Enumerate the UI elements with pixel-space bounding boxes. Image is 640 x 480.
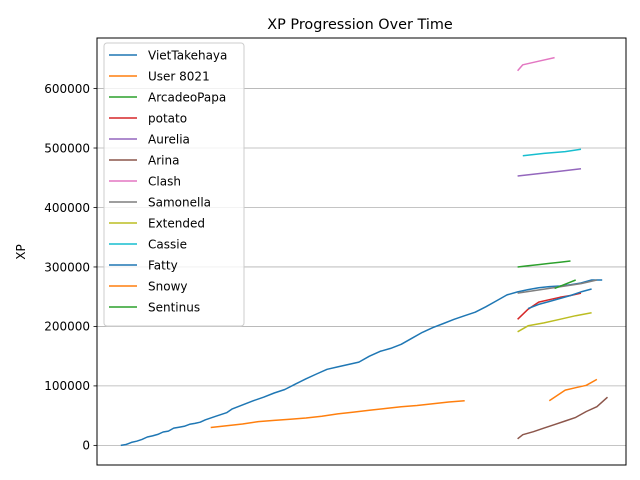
series-line bbox=[517, 292, 582, 320]
legend: VietTakehaya User 8021 ArcadeoPapa potato Au… bbox=[103, 42, 245, 327]
legend-entry: Sentinus bbox=[148, 300, 200, 314]
y-tick-label: 200000 bbox=[44, 320, 90, 334]
y-axis-label: XP bbox=[14, 244, 28, 259]
series-line bbox=[120, 279, 603, 447]
legend-entry: Aurelia bbox=[148, 132, 190, 146]
series-lines bbox=[120, 56, 609, 447]
series-line bbox=[522, 148, 582, 157]
y-tick-label: 500000 bbox=[44, 141, 90, 155]
series-line bbox=[517, 260, 571, 268]
series-line bbox=[517, 312, 592, 333]
legend-entry: Samonella bbox=[148, 195, 211, 209]
legend-box bbox=[103, 42, 245, 327]
y-tick-label: 400000 bbox=[44, 201, 90, 215]
series-line bbox=[517, 56, 555, 72]
legend-entry: User 8021 bbox=[148, 69, 210, 83]
chart-title: XP Progression Over Time bbox=[267, 17, 453, 33]
series-line bbox=[517, 168, 582, 177]
legend-entry: Snowy bbox=[148, 279, 187, 293]
legend-entry: Fatty bbox=[148, 258, 178, 272]
series-line bbox=[554, 279, 576, 290]
legend-entry: Clash bbox=[148, 174, 181, 188]
y-tick-label: 100000 bbox=[44, 379, 90, 393]
legend-entry: ArcadeoPapa bbox=[148, 90, 226, 104]
series-line bbox=[210, 400, 465, 429]
legend-entry: VietTakehaya bbox=[148, 48, 227, 62]
legend-entry: Cassie bbox=[148, 237, 187, 251]
legend-entry: potato bbox=[148, 111, 187, 125]
y-axis-ticks: 0 100000 200000 300000 400000 500000 600000 bbox=[44, 82, 97, 453]
legend-entry: Extended bbox=[148, 216, 205, 230]
series-line bbox=[527, 288, 592, 310]
series-line bbox=[548, 378, 598, 402]
y-tick-label: 0 bbox=[82, 439, 90, 453]
plot-area-frame bbox=[96, 37, 627, 466]
series-line bbox=[517, 396, 609, 440]
legend-entry: Arina bbox=[148, 153, 179, 167]
y-tick-label: 600000 bbox=[44, 82, 90, 96]
y-tick-label: 300000 bbox=[44, 260, 90, 274]
